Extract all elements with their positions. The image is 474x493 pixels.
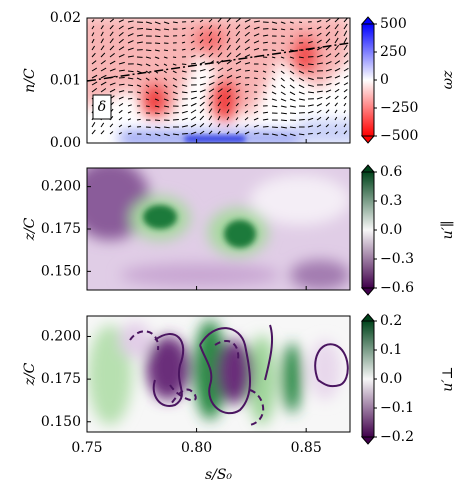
vorticity-field — [87, 18, 350, 143]
y-tick-label: 0.01 — [50, 73, 81, 89]
colorbar — [361, 23, 375, 137]
y-tick-label: 0.00 — [50, 135, 81, 151]
y-tick-label: 0.150 — [41, 263, 81, 279]
y-tick-label: 0.200 — [41, 328, 81, 344]
colorbar-tick-label: 0.3 — [380, 193, 402, 209]
colorbar-tick-label: −0.2 — [380, 429, 414, 445]
x-axis-label: s/S₀ — [205, 467, 232, 483]
x-tick-label: 0.80 — [181, 440, 212, 456]
y-axis-label: z/C — [22, 217, 38, 241]
y-axis-label: n/C — [22, 68, 38, 93]
colorbar-tick-label: 0.6 — [380, 164, 402, 180]
y-tick-label: 0.175 — [41, 221, 81, 237]
colorbar-extend — [360, 287, 376, 296]
colorbar-tick-label: −0.3 — [380, 251, 414, 267]
colorbar-extend — [360, 16, 376, 25]
colorbar-extend — [360, 164, 376, 173]
colorbar — [361, 320, 375, 438]
colorbar-tick-label: 0.0 — [380, 222, 402, 238]
colorbar-label: u′∥ — [440, 221, 456, 240]
colorbar-tick-label: −0.1 — [380, 400, 414, 416]
y-tick-label: 0.200 — [41, 179, 81, 195]
plot-frame — [86, 315, 351, 433]
colorbar — [361, 171, 375, 289]
y-tick-label: 0.175 — [41, 371, 81, 387]
colorbar-tick-label: −0.6 — [380, 280, 414, 296]
y-tick-label: 0.02 — [50, 10, 81, 26]
colorbar-tick-label: −500 — [380, 128, 418, 144]
y-axis-label: z/C — [22, 362, 38, 386]
colorbar-tick-label: 0.2 — [380, 313, 402, 329]
perpendicular-velocity-field — [87, 316, 350, 432]
colorbar-tick-label: 0.0 — [380, 371, 402, 387]
colorbar-label: u′⊥ — [440, 366, 456, 391]
colorbar-tick-label: 0 — [380, 72, 389, 88]
colorbar-extend — [360, 135, 376, 144]
x-tick-label: 0.85 — [291, 440, 322, 456]
annotation: δ — [98, 99, 106, 115]
colorbar-tick-label: 250 — [380, 44, 407, 60]
axes: 0.00 0.01 0.02 n/C −500 −250 0 250 500 ωz 0.150 0.1… — [22, 10, 456, 483]
colorbar-extend — [360, 313, 376, 322]
y-tick-label: 0.150 — [41, 414, 81, 430]
colorbar-tick-label: 0.1 — [380, 342, 402, 358]
parallel-velocity-field — [87, 168, 350, 290]
colorbar-tick-label: −250 — [380, 100, 418, 116]
colorbar-extend — [360, 436, 376, 445]
colorbar-tick-label: 500 — [380, 16, 407, 32]
x-tick-label: 0.75 — [71, 440, 102, 456]
colorbar-label: ωz — [440, 70, 456, 89]
